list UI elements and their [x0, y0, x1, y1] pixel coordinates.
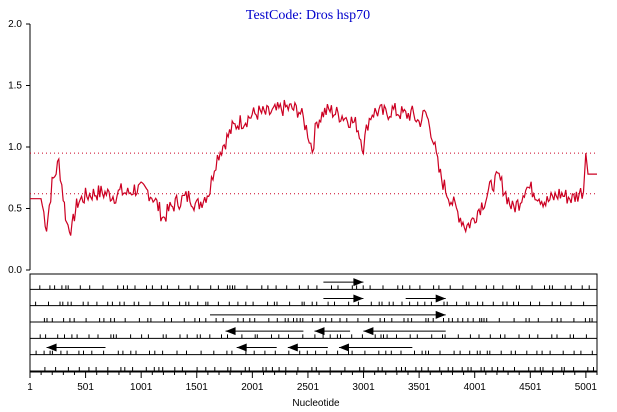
testcode-series-line — [30, 99, 597, 236]
track-frame — [29, 273, 598, 373]
x-tick-label: 3001 — [352, 382, 375, 393]
orf-arrowhead — [236, 343, 247, 352]
y-tick-label: 1.5 — [8, 81, 22, 92]
orf-tracks — [29, 273, 598, 373]
x-tick-label: 501 — [77, 382, 94, 393]
x-tick-label: 2001 — [241, 382, 264, 393]
y-tick-label: 0.0 — [8, 265, 22, 276]
x-tick-label: 5001 — [575, 382, 598, 393]
orf-arrowhead — [314, 327, 325, 336]
orf-arrowhead — [435, 310, 446, 319]
orf-arrowhead — [46, 343, 57, 352]
x-tick-label: 4001 — [464, 382, 487, 393]
x-axis-label: Nucleotide — [292, 398, 340, 409]
y-axis: 0.0 0.5 1.0 1.5 2.0 — [8, 19, 31, 276]
x-tick-label: 2501 — [297, 382, 320, 393]
x-tick-label: 4501 — [519, 382, 542, 393]
series-line — [30, 99, 597, 236]
y-tick-label: 2.0 — [8, 19, 22, 30]
x-tick-label: 1501 — [186, 382, 209, 393]
y-tick-label: 0.5 — [8, 204, 22, 215]
x-tick-label: 3501 — [408, 382, 431, 393]
x-axis: 1 501 1001 1501 2001 2501 3001 3501 4001 4501 5001 — [27, 371, 598, 393]
orf-arrowhead — [353, 278, 364, 287]
threshold-lines — [30, 152, 597, 195]
orf-arrowhead — [353, 294, 364, 303]
x-tick-label: 1001 — [130, 382, 153, 393]
orf-arrowhead — [435, 294, 446, 303]
orf-arrowhead — [225, 327, 236, 336]
orf-arrowhead — [338, 343, 349, 352]
orf-arrowhead — [287, 343, 298, 352]
y-tick-label: 1.0 — [8, 142, 22, 153]
chart-title: TestCode: Dros hsp70 — [246, 8, 370, 23]
orf-arrowhead — [363, 327, 374, 336]
x-tick-label: 1 — [27, 382, 33, 393]
